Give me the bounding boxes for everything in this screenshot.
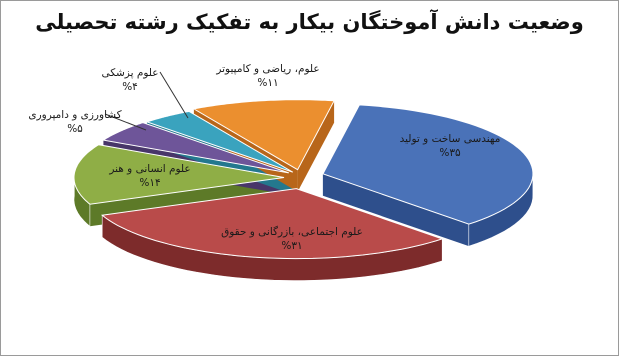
slice-value-5: %۴ <box>122 81 138 93</box>
slice-value-3: %۱۴ <box>139 177 160 189</box>
slice-label-3: علوم انسانی و هنر <box>108 163 190 175</box>
pie-slice-5 <box>145 110 294 173</box>
slice-label-6: علوم، ریاضی و کامپیوتر <box>215 63 319 75</box>
slice-value-2: %۳۱ <box>281 240 302 252</box>
slice-label-4: کشاورزی و دامپروری <box>28 109 121 121</box>
pie-slice-1 <box>322 104 534 225</box>
pie-wall-6-1 <box>297 100 335 192</box>
leader-line-5 <box>159 71 189 119</box>
pie-wall-1-1 <box>322 173 469 247</box>
slice-label-1: مهندسی ساخت و تولید <box>400 133 501 145</box>
pie-slice-6 <box>192 99 335 171</box>
slice-value-1: %۳۵ <box>439 147 461 159</box>
chart-title: وضعیت دانش آموختگان بیکار به تفکیک رشته … <box>35 10 584 34</box>
pie-slice-3 <box>73 144 285 205</box>
pie-slice-2 <box>100 188 444 260</box>
slice-value-6: %۱۱ <box>257 77 278 89</box>
leader-line-4 <box>104 113 147 131</box>
pie-slice-4 <box>102 122 289 174</box>
slice-label-5: علوم پزشکی <box>101 67 158 79</box>
slice-label-2: علوم اجتماعی، بازرگانی و حقوق <box>221 225 363 238</box>
slice-value-4: %۵ <box>67 123 83 135</box>
